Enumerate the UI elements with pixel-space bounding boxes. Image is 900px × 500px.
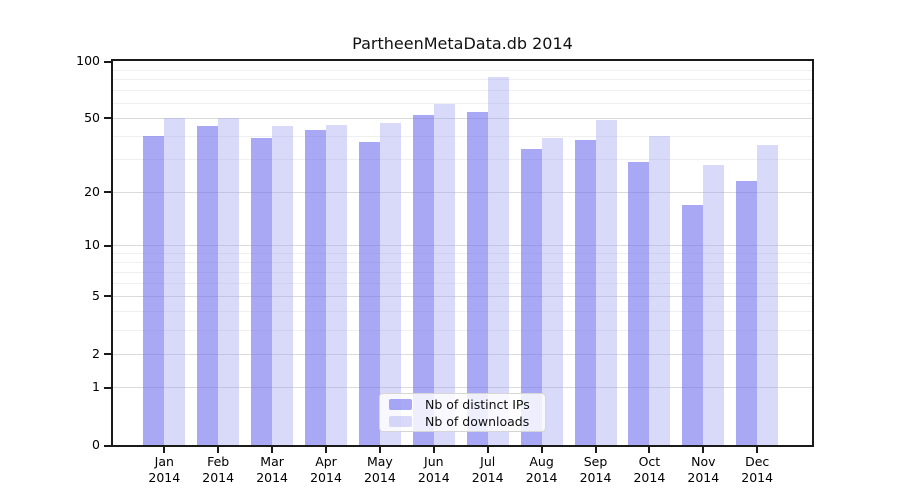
bar-distinct-ips-may bbox=[358, 142, 380, 445]
legend-swatch-distinct-ips bbox=[389, 398, 412, 410]
bar-distinct-ips-jan bbox=[143, 136, 165, 445]
y-tick bbox=[104, 60, 111, 63]
bar-distinct-ips-mar bbox=[251, 138, 273, 445]
bar-downloads-apr bbox=[326, 124, 347, 445]
legend-label-downloads: Nb of downloads bbox=[425, 413, 530, 429]
x-tick bbox=[217, 447, 220, 453]
y-tick bbox=[104, 444, 111, 447]
x-tick bbox=[325, 447, 327, 453]
gridline-minor bbox=[113, 253, 812, 255]
gridline-minor bbox=[113, 136, 812, 137]
x-tick-label: May 2014 bbox=[363, 454, 396, 485]
y-tick-label: 20 bbox=[84, 183, 100, 199]
x-tick bbox=[702, 447, 705, 453]
bar-distinct-ips-feb bbox=[197, 126, 219, 445]
x-tick bbox=[594, 447, 597, 453]
gridline-major bbox=[113, 295, 812, 297]
x-tick bbox=[163, 447, 166, 453]
x-tick bbox=[432, 447, 435, 453]
y-tick bbox=[104, 295, 111, 298]
legend: Nb of distinct IPs Nb of downloads bbox=[379, 393, 546, 432]
gridline-minor bbox=[113, 283, 812, 285]
bar-downloads-mar bbox=[272, 126, 294, 445]
x-tick-label: Feb 2014 bbox=[202, 454, 235, 485]
x-tick bbox=[486, 447, 489, 453]
gridline-major bbox=[113, 353, 812, 355]
bar-distinct-ips-apr bbox=[305, 130, 326, 445]
y-tick bbox=[104, 386, 111, 389]
x-tick-label: Jul 2014 bbox=[471, 454, 504, 485]
gridline-minor bbox=[113, 329, 812, 331]
y-tick-label: 2 bbox=[92, 345, 100, 361]
gridline-minor bbox=[113, 69, 812, 71]
bar-downloads-jun bbox=[433, 104, 455, 445]
bar-downloads-sep bbox=[595, 119, 617, 445]
y-tick-label: 50 bbox=[84, 109, 100, 125]
legend-swatch-downloads bbox=[389, 415, 412, 427]
y-tick-label: 5 bbox=[92, 287, 100, 303]
gridline-major bbox=[113, 387, 812, 389]
gridline-minor bbox=[113, 102, 812, 104]
gridline-minor bbox=[113, 79, 812, 81]
y-tick bbox=[104, 191, 111, 194]
x-tick-label: Dec 2014 bbox=[741, 454, 774, 485]
bar-downloads-feb bbox=[218, 117, 240, 445]
bar-downloads-dec bbox=[757, 144, 779, 445]
y-tick bbox=[104, 353, 111, 356]
x-tick-label: Oct 2014 bbox=[633, 454, 666, 485]
x-tick-label: Aug 2014 bbox=[525, 454, 558, 485]
x-tick-label: Nov 2014 bbox=[687, 454, 720, 485]
x-tick-label: Mar 2014 bbox=[256, 454, 288, 485]
y-tick bbox=[104, 244, 111, 247]
bar-downloads-aug bbox=[541, 138, 563, 445]
y-tick bbox=[104, 117, 111, 120]
x-tick bbox=[540, 447, 543, 453]
gridline-major bbox=[113, 191, 812, 193]
legend-item-downloads: Nb of downloads bbox=[389, 414, 536, 429]
bar-distinct-ips-nov bbox=[682, 204, 704, 445]
x-tick bbox=[271, 447, 274, 453]
legend-item-distinct-ips: Nb of distinct IPs bbox=[389, 397, 536, 412]
bar-distinct-ips-dec bbox=[736, 180, 758, 445]
gridline-major bbox=[113, 245, 812, 247]
y-tick-label: 100 bbox=[76, 53, 100, 68]
gridline-minor bbox=[113, 271, 812, 273]
y-tick-label: 10 bbox=[84, 237, 100, 253]
bar-distinct-ips-jul bbox=[466, 111, 488, 445]
bar-downloads-jan bbox=[164, 117, 186, 445]
x-tick-label: Sep 2014 bbox=[579, 454, 612, 485]
y-tick-label: 0 bbox=[92, 437, 100, 452]
x-tick bbox=[378, 447, 381, 453]
bar-distinct-ips-sep bbox=[574, 140, 596, 445]
gridline-minor bbox=[113, 90, 812, 92]
x-tick bbox=[756, 447, 759, 453]
chart-title: PartheenMetaData.db 2014 bbox=[352, 34, 573, 53]
x-tick-label: Jun 2014 bbox=[417, 454, 450, 485]
x-tick-label: Apr 2014 bbox=[310, 454, 342, 485]
bar-downloads-may bbox=[379, 122, 401, 445]
gridline-minor bbox=[113, 311, 812, 313]
bar-distinct-ips-oct bbox=[628, 162, 650, 445]
gridline-major bbox=[113, 117, 812, 119]
gridline-minor bbox=[113, 159, 812, 161]
bar-distinct-ips-jun bbox=[412, 114, 434, 445]
gridline-minor bbox=[113, 262, 812, 264]
bar-downloads-nov bbox=[703, 164, 725, 445]
x-tick-label: Jan 2014 bbox=[148, 454, 181, 485]
legend-label-distinct-ips: Nb of distinct IPs bbox=[425, 396, 530, 412]
bar-downloads-oct bbox=[649, 136, 671, 445]
y-tick-label: 1 bbox=[92, 379, 100, 395]
bar-downloads-jul bbox=[487, 77, 509, 445]
bar-distinct-ips-aug bbox=[520, 149, 542, 445]
x-tick bbox=[648, 447, 651, 453]
